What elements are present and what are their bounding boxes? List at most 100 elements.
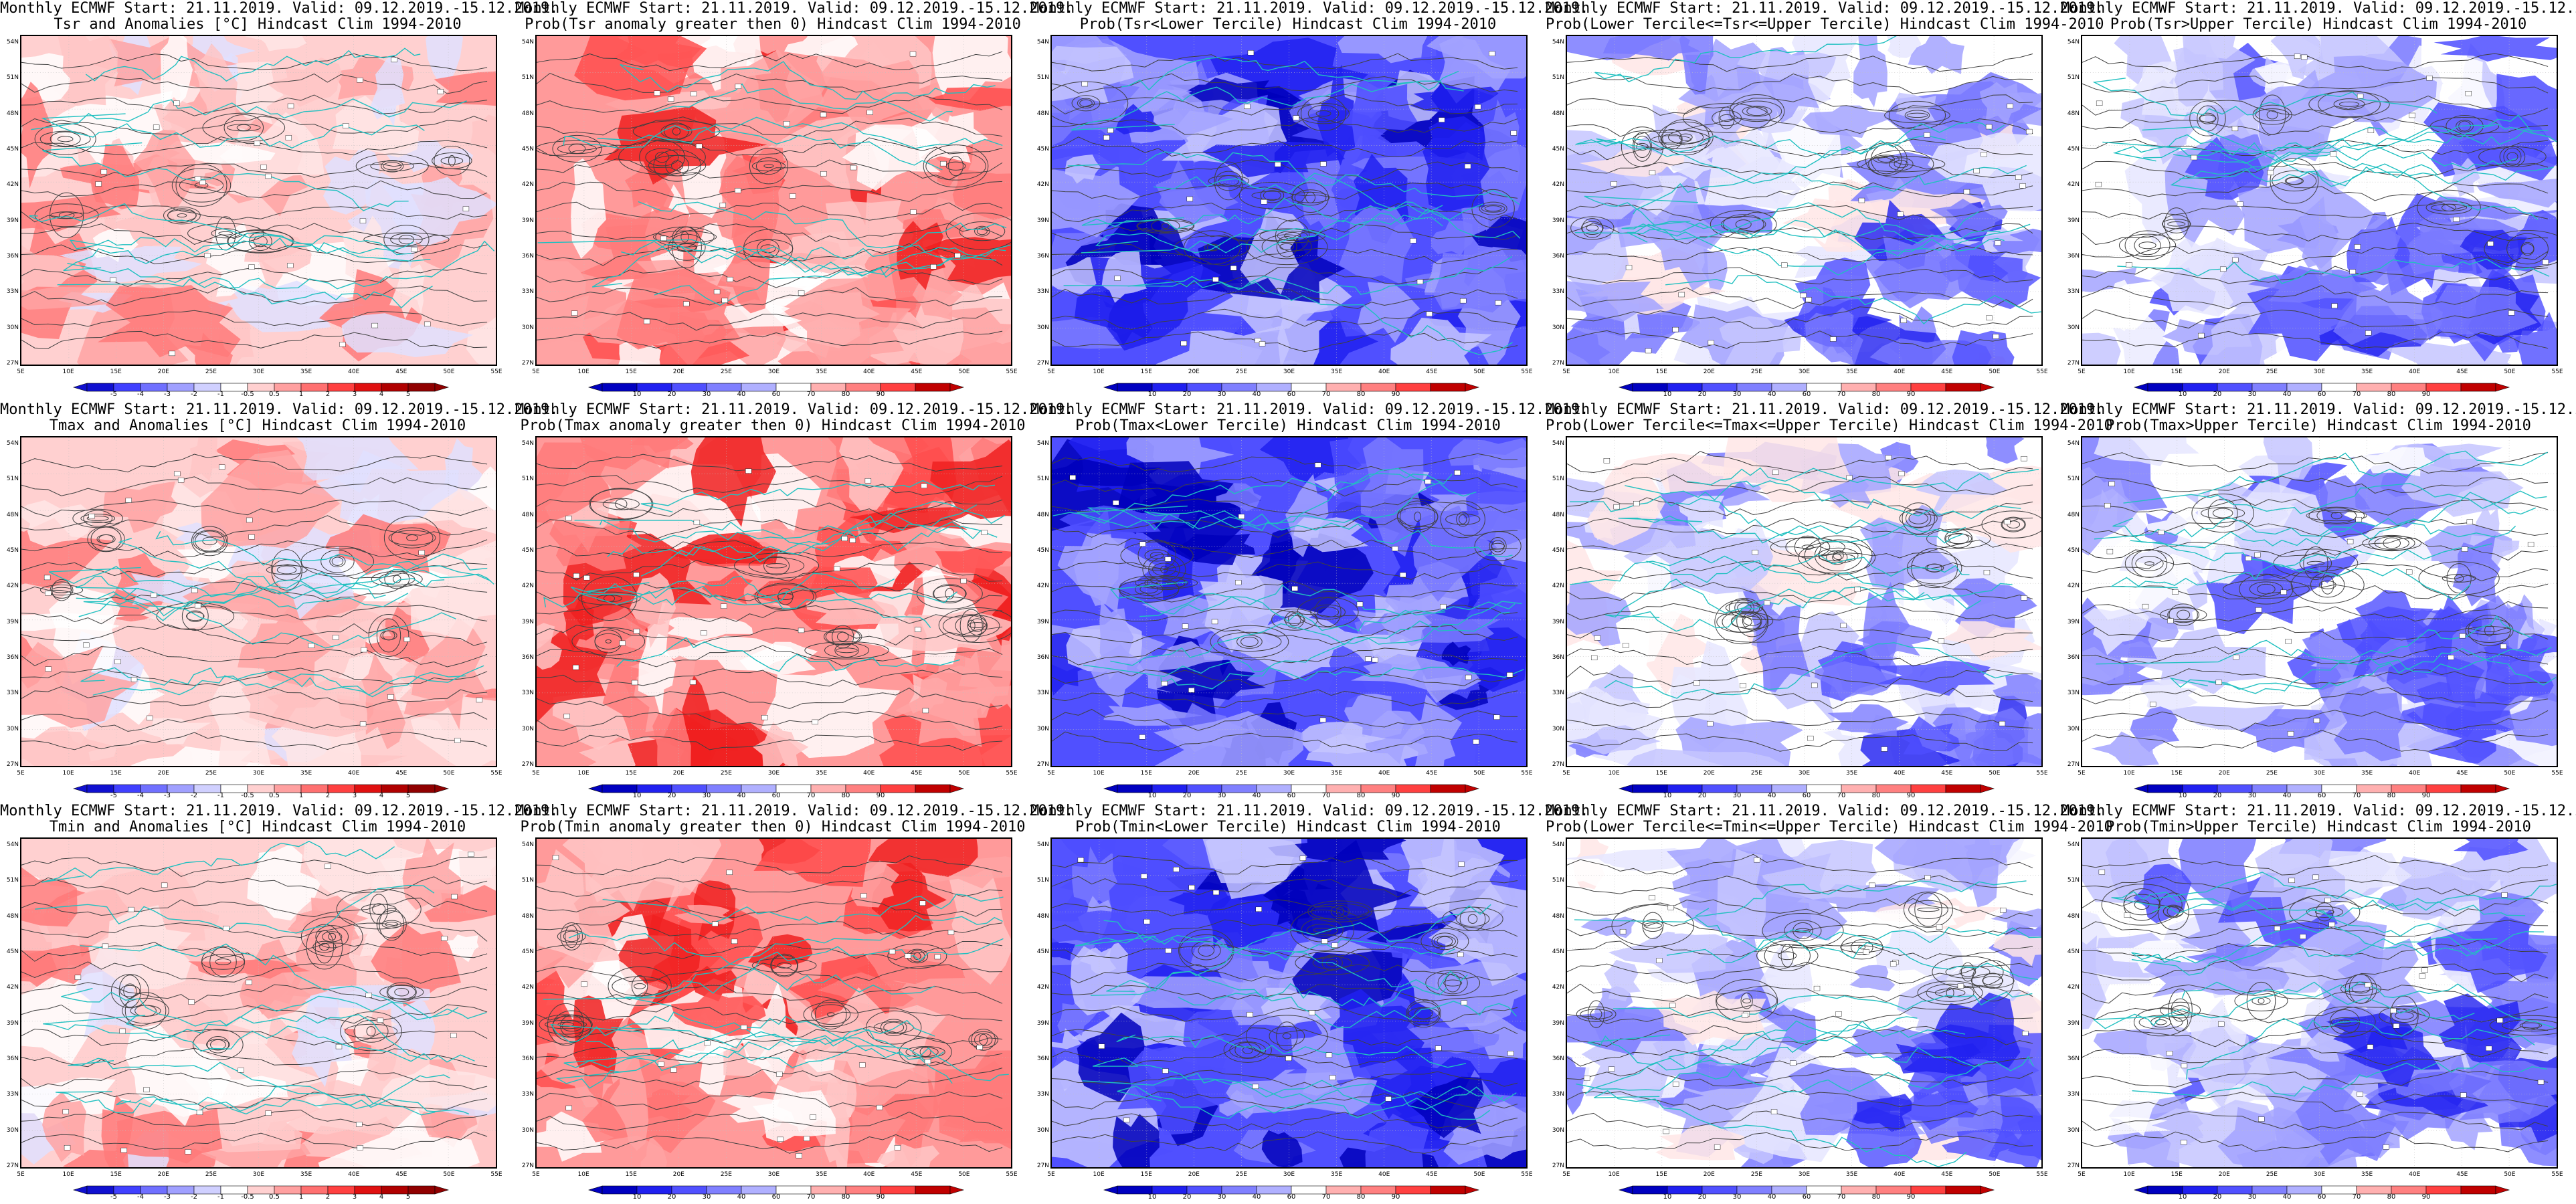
lat-label: 39N (1552, 217, 1564, 224)
lat-label: 54N (1552, 841, 1564, 848)
lon-label: 35E (1846, 1171, 1858, 1178)
colorbar-tick-label: 70 (2352, 792, 2361, 799)
colorbar-tick-label: 30 (2247, 792, 2257, 799)
lon-label: 50E (1473, 1171, 1485, 1178)
map-graphic (2082, 839, 2557, 1167)
colorbar-tick-label: 20 (667, 391, 676, 398)
lat-label: 45N (2067, 547, 2080, 554)
panel-title: Prob(Tsr>Upper Tercile) Hindcast Clim 19… (2110, 16, 2527, 33)
lat-label: 54N (521, 841, 534, 848)
colorbar-container (1103, 381, 1480, 392)
lat-label: 39N (1552, 618, 1564, 625)
colorbar-tick-label: 90 (2421, 391, 2431, 398)
station-markers (552, 855, 983, 1159)
map-area (1566, 837, 2043, 1169)
colorbar-tick-label: 10 (1147, 391, 1157, 398)
lat-label: 51N (521, 476, 534, 483)
lat-label: 51N (2067, 74, 2080, 82)
colorbar-tick-label: 70 (1321, 1193, 1331, 1201)
lon-label: 40E (1378, 1171, 1390, 1178)
map-area (2081, 35, 2558, 366)
lon-label: 25E (205, 369, 217, 375)
lat-label: 30N (1552, 324, 1564, 331)
lon-label: 25E (1750, 770, 1762, 777)
station-markers (2098, 870, 2545, 1150)
climate-isolines (537, 51, 1011, 348)
panel-header: Monthly ECMWF Start: 21.11.2019. Valid: … (1030, 0, 1589, 17)
lat-label: 27N (521, 1163, 534, 1169)
panel-title: Prob(Tmax anomaly greater then 0) Hindca… (520, 417, 1026, 434)
lon-label: 25E (1750, 1171, 1762, 1178)
lon-label: 40E (348, 1171, 360, 1178)
coastlines (48, 530, 494, 698)
colorbar-container (1618, 783, 1995, 793)
lon-label: 40E (1894, 1171, 1906, 1178)
lat-label: 36N (1552, 253, 1564, 260)
lon-label: 5E (17, 369, 25, 375)
lon-label: 55E (490, 369, 502, 375)
colorbar-tick-label: 20 (1697, 792, 1707, 799)
lat-label: 42N (521, 984, 534, 991)
lon-label: 35E (2361, 369, 2373, 375)
colorbar-tick-label: 60 (2317, 792, 2326, 799)
colorbar-tick-label: 60 (1802, 391, 1811, 398)
station-markers (1081, 50, 1517, 346)
colorbar-tick-label: 3 (352, 391, 357, 398)
lat-label: 33N (2067, 288, 2080, 296)
climate-isolines (1567, 451, 2041, 752)
colorbar-container (1103, 783, 1480, 793)
lon-label: 45E (395, 1171, 407, 1178)
colorbar-tick-label: 70 (2352, 1193, 2361, 1201)
lat-label: 27N (1552, 1163, 1564, 1169)
lon-label: 55E (1006, 369, 1018, 375)
lat-label: 39N (2067, 618, 2080, 625)
lat-label: 48N (2067, 912, 2080, 920)
colorbar (72, 784, 450, 793)
lat-label: 33N (1036, 1091, 1049, 1098)
lon-label: 10E (577, 369, 589, 375)
colorbar-tick-label: 40 (2282, 1193, 2292, 1201)
lat-label: 42N (2067, 984, 2080, 991)
lat-label: 27N (1036, 360, 1049, 367)
colorbar-labels: -5 -4 -3 -2 -1 -0.5 0.5 1 2 3 4 5 (74, 391, 448, 400)
lat-label: 48N (6, 912, 19, 920)
lon-label: 35E (2361, 770, 2373, 777)
colorbar-tick-label: 20 (1697, 391, 1707, 398)
lon-label: 25E (2266, 369, 2278, 375)
climate-isolines (21, 454, 488, 750)
lat-label: 27N (1036, 761, 1049, 768)
lat-label: 27N (2067, 761, 2080, 768)
coastlines (2094, 450, 2557, 694)
lon-label: 55E (2551, 1171, 2563, 1178)
colorbar-labels: 10 20 30 40 60 70 80 90 (589, 792, 963, 801)
lat-label: 27N (521, 360, 534, 367)
lon-label: 5E (2078, 1171, 2086, 1178)
colorbar-tick-label: 90 (1391, 792, 1400, 799)
lat-label: 48N (521, 110, 534, 117)
station-markers (95, 57, 470, 357)
colorbar (72, 1185, 450, 1195)
lon-label: 40E (1378, 770, 1390, 777)
map-graphic (1567, 437, 2041, 766)
colorbar (2133, 784, 2510, 793)
lat-label: 42N (1552, 181, 1564, 189)
colorbar-tick-label: 20 (1182, 1193, 1192, 1201)
lon-label: 25E (2266, 1171, 2278, 1178)
colorbar-tick-label: 30 (1732, 391, 1742, 398)
lon-label: 35E (1846, 770, 1858, 777)
coastlines (2092, 872, 2557, 1097)
panel-title: Prob(Tmin>Upper Tercile) Hindcast Clim 1… (2106, 819, 2531, 835)
colorbar-tick-label: 70 (1837, 391, 1846, 398)
colorbar-tick-label: 70 (806, 792, 816, 799)
lon-label: 25E (720, 1171, 732, 1178)
probability-shading (21, 437, 496, 766)
panel-header: Monthly ECMWF Start: 21.11.2019. Valid: … (1546, 0, 2104, 17)
lat-lon-grid (1567, 437, 2041, 766)
colorbar-tick-label: 70 (1837, 792, 1846, 799)
colorbar-tick-label: 80 (2387, 1193, 2396, 1201)
lat-label: 54N (6, 39, 19, 45)
lat-label: 39N (521, 1019, 534, 1027)
map-area (1050, 436, 1528, 767)
colorbar-container (72, 381, 450, 392)
map-area (535, 837, 1012, 1169)
